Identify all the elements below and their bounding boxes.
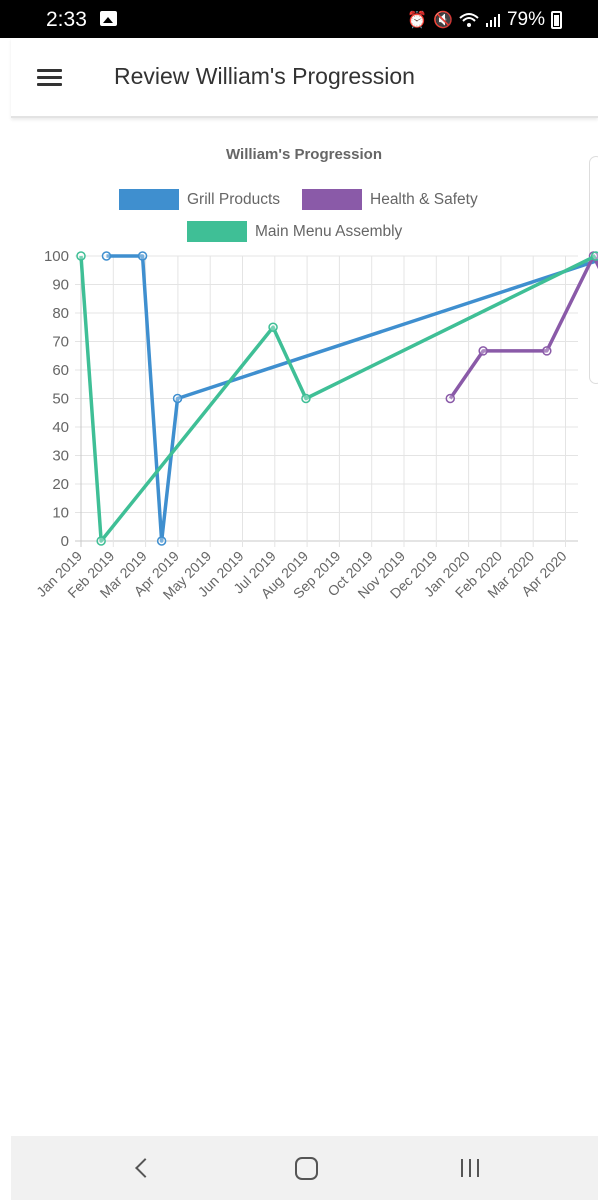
chart-legend: Grill Products Health & Safety Main Menu… [0, 189, 598, 249]
data-point-health-safety [542, 346, 552, 356]
data-point-main-menu-assembly [590, 251, 598, 261]
legend-swatch-main-menu-assembly [187, 221, 247, 242]
y-tick-label: 90 [52, 277, 69, 294]
alarm-icon: ⏰ [407, 12, 428, 29]
data-point-main-menu-assembly [96, 536, 106, 546]
page-title: Review William's Progression [114, 63, 415, 89]
chart-title: William's Progression [226, 146, 382, 163]
hamburger-menu-icon[interactable] [35, 64, 65, 90]
data-point-health-safety [478, 346, 488, 356]
series-line-main-menu-assembly [79, 254, 597, 543]
status-bar: 2:33 ⏰ 🔇 79% [0, 0, 598, 38]
legend-label-grill-products: Grill Products [187, 190, 281, 208]
legend-label-main-menu-assembly: Main Menu Assembly [255, 222, 403, 240]
y-tick-label: 20 [52, 476, 69, 493]
y-tick-label: 50 [52, 391, 69, 408]
home-icon[interactable] [261, 1136, 351, 1200]
legend-item-main-menu-assembly[interactable]: Main Menu Assembly [187, 221, 402, 242]
y-tick-label: 80 [52, 305, 69, 322]
y-tick-label: 40 [52, 419, 69, 436]
app-bar: Review William's Progression [11, 38, 598, 118]
y-tick-label: 0 [61, 533, 69, 550]
system-nav-bar [11, 1136, 598, 1200]
data-point-grill-products [101, 251, 112, 261]
legend-item-grill-products[interactable]: Grill Products [119, 189, 280, 210]
legend-item-health-safety[interactable]: Health & Safety [302, 189, 478, 210]
signal-icon [485, 14, 500, 27]
series-line-grill-products [106, 254, 598, 543]
y-tick-label: 30 [52, 448, 69, 465]
status-time: 2:33 [46, 8, 87, 31]
y-tick-label: 60 [52, 362, 69, 379]
image-icon [100, 11, 117, 26]
wifi-icon [459, 13, 479, 27]
data-point-grill-products [172, 393, 183, 404]
y-tick-label: 100 [44, 248, 69, 265]
data-point-grill-products [156, 536, 167, 546]
battery-icon [551, 11, 562, 29]
series-line-health-safety [448, 254, 598, 400]
data-point-health-safety [445, 393, 456, 404]
side-panel-edge [589, 156, 598, 384]
data-point-main-menu-assembly [301, 393, 311, 404]
y-tick-label: 70 [52, 334, 69, 351]
legend-swatch-grill-products [119, 189, 179, 210]
recent-apps-icon[interactable] [425, 1136, 515, 1200]
y-tick-label: 10 [52, 505, 69, 522]
data-point-main-menu-assembly [268, 322, 278, 332]
mute-icon: 🔇 [433, 12, 453, 29]
status-icons: ⏰ 🔇 79% [407, 9, 562, 31]
battery-level: 79% [506, 9, 545, 30]
back-icon[interactable] [97, 1136, 187, 1200]
legend-label-health-safety: Health & Safety [370, 190, 478, 208]
data-point-grill-products [137, 251, 148, 261]
legend-swatch-health-safety [302, 189, 362, 210]
data-point-main-menu-assembly [76, 251, 86, 261]
